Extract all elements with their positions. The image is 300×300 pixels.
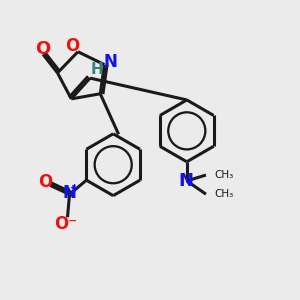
Text: N: N bbox=[63, 184, 76, 202]
Text: N: N bbox=[104, 53, 118, 71]
Text: CH₃: CH₃ bbox=[214, 189, 233, 199]
Text: N: N bbox=[178, 172, 194, 190]
Text: O⁻: O⁻ bbox=[55, 215, 77, 233]
Text: O: O bbox=[65, 38, 80, 56]
Text: O: O bbox=[38, 173, 52, 191]
Text: +: + bbox=[70, 184, 80, 194]
Text: H: H bbox=[91, 62, 104, 77]
Text: O: O bbox=[35, 40, 51, 58]
Text: CH₃: CH₃ bbox=[214, 170, 233, 180]
